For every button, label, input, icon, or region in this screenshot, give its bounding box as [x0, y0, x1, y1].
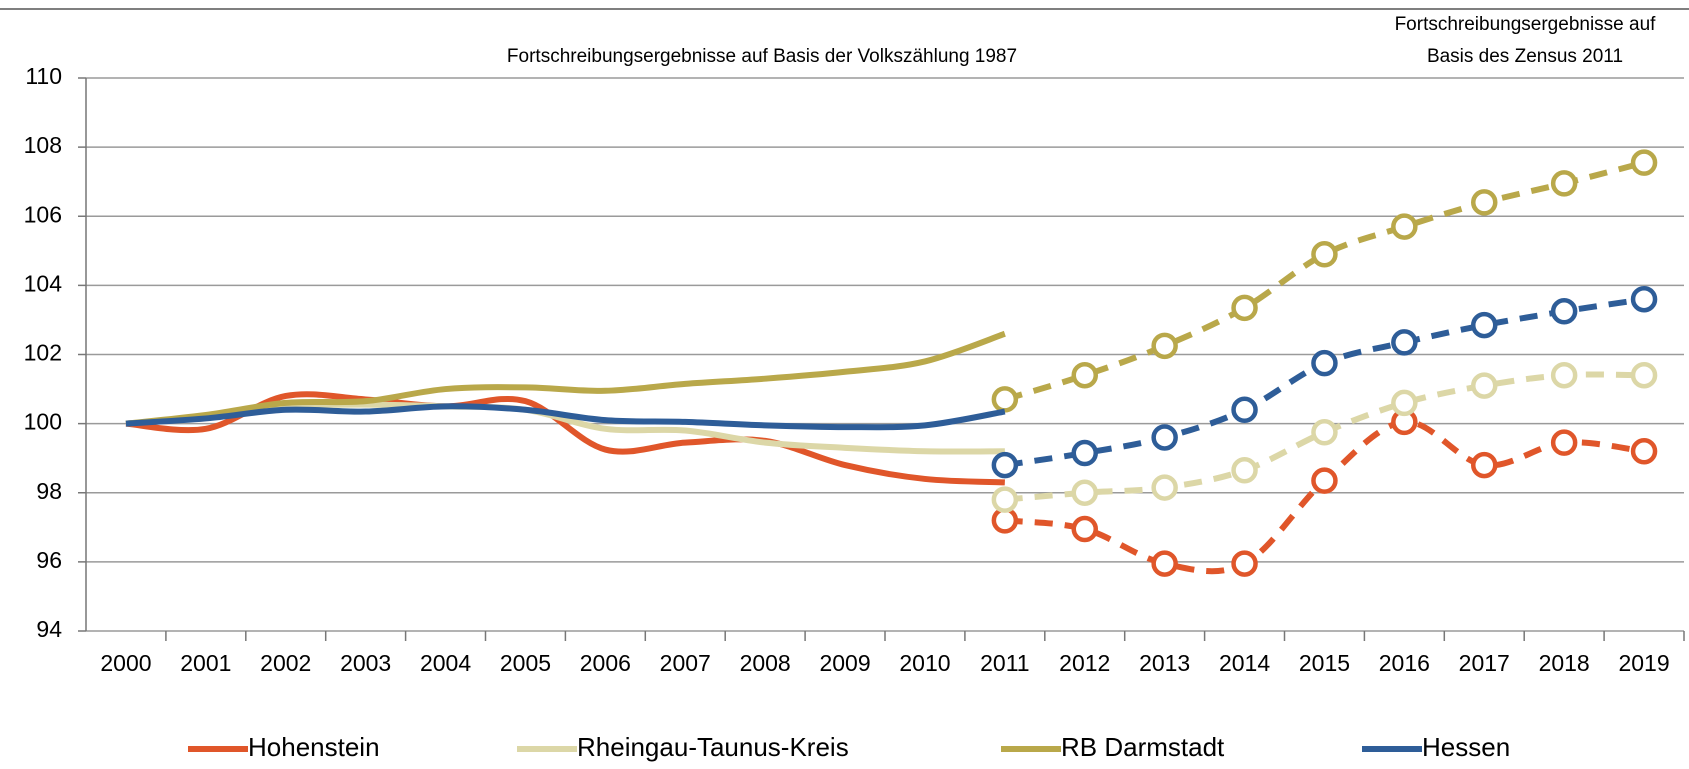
legend-label: Hessen: [1422, 732, 1510, 762]
point: [1550, 170, 1578, 197]
y-tick-label: 100: [24, 409, 62, 435]
x-tick-label: 2013: [1139, 650, 1190, 676]
annotation: Basis des Zensus 2011: [1427, 46, 1623, 67]
legend-label: RB Darmstadt: [1061, 732, 1225, 762]
y-tick-label: 96: [36, 547, 62, 573]
x-tick-label: 2010: [899, 650, 950, 676]
y-tick-label: 102: [24, 340, 62, 366]
point: [1311, 241, 1338, 268]
point: [1151, 550, 1178, 577]
x-tick-label: 2006: [580, 650, 631, 676]
x-tick-label: 2011: [980, 650, 1029, 676]
point: [1231, 396, 1258, 424]
point: [1630, 361, 1658, 389]
point: [991, 451, 1019, 479]
point: [1311, 467, 1338, 494]
point: [1471, 372, 1498, 399]
dashed-line: [1003, 159, 1645, 403]
point: [1471, 189, 1498, 216]
point: [1151, 424, 1178, 451]
point: [1391, 213, 1418, 240]
point: [991, 486, 1019, 513]
x-tick-label: 2016: [1379, 650, 1430, 676]
line: [125, 403, 1006, 431]
x-tick-label: 2005: [500, 650, 551, 676]
point: [1071, 479, 1098, 506]
point: [1630, 285, 1658, 313]
line: [125, 391, 1005, 486]
y-tick-label: 110: [25, 63, 62, 89]
point: [1311, 349, 1338, 377]
annotation: Fortschreibungsergebnisse auf Basis der …: [507, 46, 1017, 67]
point: [1311, 419, 1338, 446]
x-tick-label: 2014: [1219, 650, 1270, 676]
point: [1630, 438, 1658, 465]
legend-label: Hohenstein: [248, 732, 380, 762]
x-tick-label: 2018: [1539, 650, 1590, 676]
line: [125, 330, 1006, 427]
point: [1071, 439, 1098, 467]
point: [1550, 361, 1578, 389]
point: [1071, 361, 1098, 389]
point: [1231, 550, 1258, 577]
point: [1391, 389, 1418, 417]
legend-label: Rheingau-Taunus-Kreis: [577, 732, 849, 762]
point: [1550, 429, 1578, 456]
x-tick-label: 2003: [340, 650, 391, 676]
point: [1471, 311, 1498, 339]
x-tick-label: 2008: [740, 650, 791, 676]
x-tick-label: 2004: [420, 650, 471, 676]
point: [991, 386, 1019, 413]
x-tick-label: 2017: [1459, 650, 1510, 676]
x-tick-label: 2019: [1618, 650, 1669, 676]
point: [1630, 149, 1658, 176]
point: [1071, 515, 1098, 543]
y-tick-label: 104: [24, 270, 63, 296]
y-tick-label: 94: [36, 616, 62, 642]
x-tick-label: 2012: [1059, 650, 1110, 676]
x-tick-label: 2007: [660, 650, 711, 676]
point: [1151, 332, 1178, 360]
x-tick-label: 2001: [180, 650, 231, 676]
x-tick-label: 2009: [819, 650, 870, 676]
x-tick-label: 2002: [260, 650, 311, 676]
line: [125, 401, 1005, 455]
point: [1391, 329, 1418, 356]
point: [1471, 451, 1498, 479]
annotation: Fortschreibungsergebnisse auf: [1395, 14, 1657, 35]
y-tick-label: 108: [24, 132, 62, 158]
x-tick-label: 2000: [100, 650, 151, 676]
x-tick-label: 2015: [1299, 650, 1350, 676]
point: [1151, 474, 1178, 501]
point: [1231, 294, 1258, 322]
point: [1231, 457, 1258, 484]
y-tick-label: 106: [24, 201, 62, 227]
point: [1550, 298, 1578, 325]
y-tick-label: 98: [36, 478, 62, 504]
